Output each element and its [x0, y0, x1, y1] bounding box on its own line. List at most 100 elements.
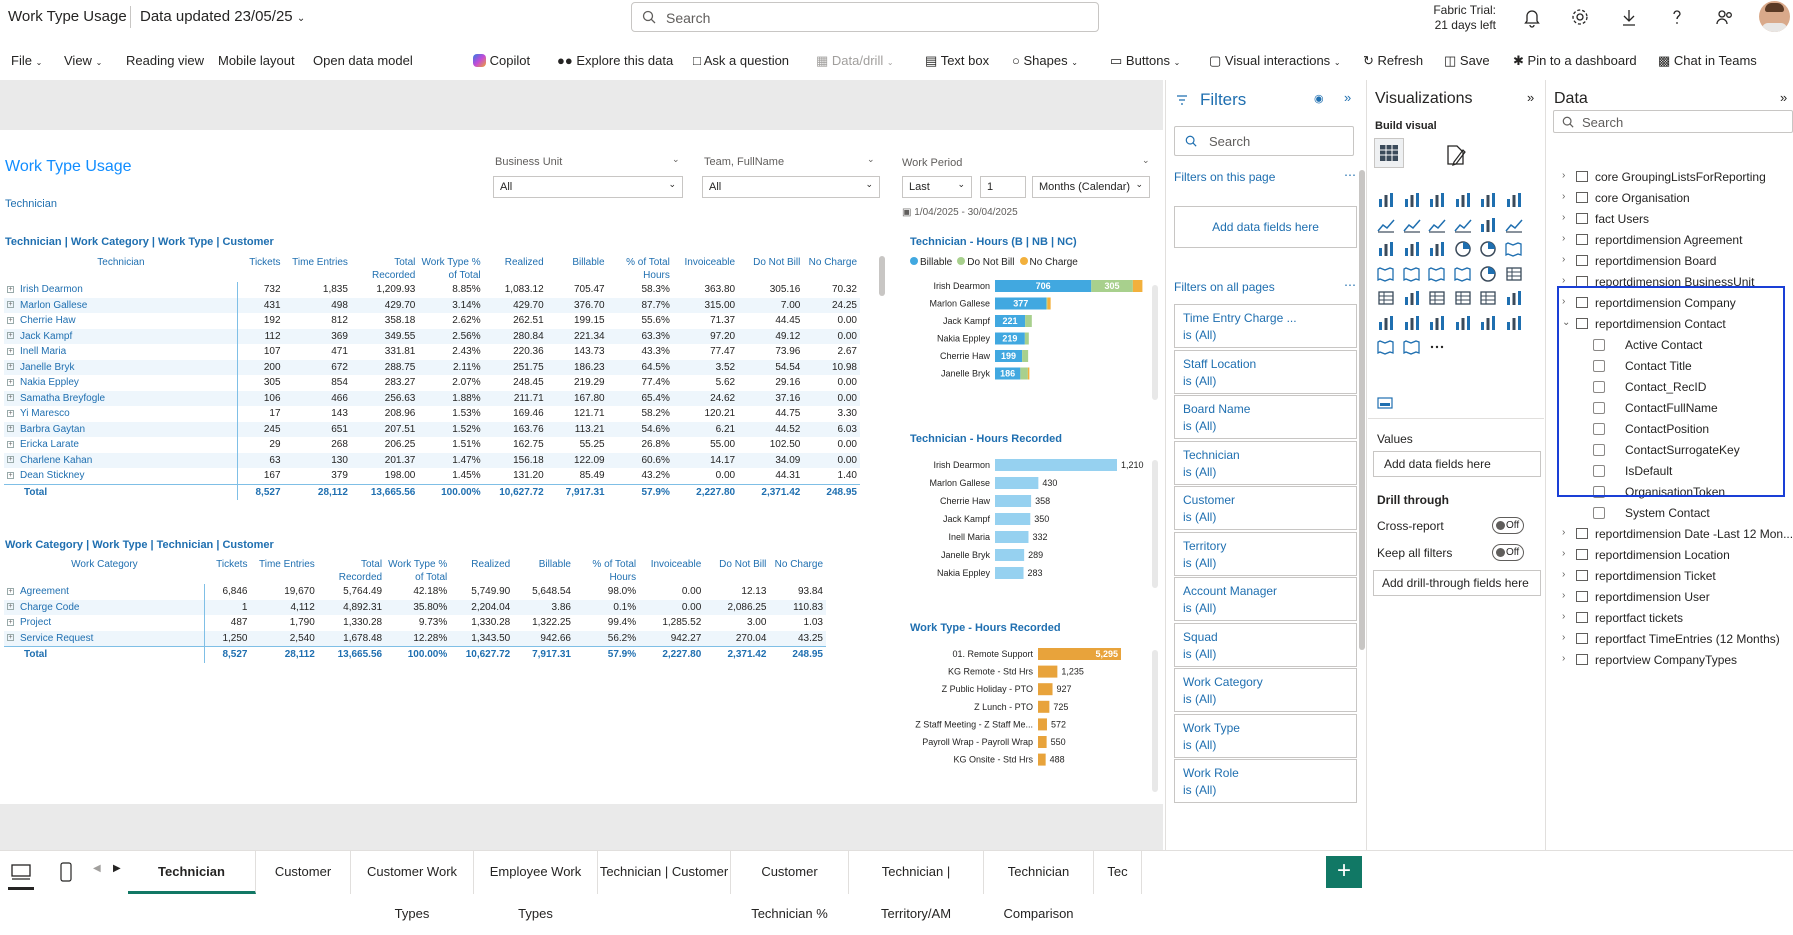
row-label[interactable]: + Irish Dearmon: [4, 282, 239, 298]
bar[interactable]: [1038, 665, 1058, 678]
field-checkbox[interactable]: [1593, 360, 1605, 372]
expand-icon[interactable]: +: [7, 347, 14, 355]
technician-matrix[interactable]: Technician Tickets Time Entries Total Recor…: [4, 256, 860, 500]
tab-technician-comparison[interactable]: Technician Comparison: [984, 851, 1094, 921]
avatar[interactable]: [1759, 1, 1790, 32]
chevron-down-icon[interactable]: ⌄: [1562, 317, 1571, 328]
bar-segment[interactable]: [1132, 280, 1143, 292]
bar-segment[interactable]: [995, 367, 1021, 380]
menu-ask-question[interactable]: □ Ask a question: [693, 53, 789, 68]
bar[interactable]: [995, 495, 1032, 507]
bell-icon[interactable]: [1521, 6, 1543, 28]
team-slicer[interactable]: All ⌄: [702, 176, 880, 198]
row-label[interactable]: + Samatha Breyfogle: [4, 390, 239, 406]
matrix-column-header[interactable]: Realized: [471, 559, 511, 570]
table-row[interactable]: + Yi Maresco 17 143 208.96 1.53% 169.46 121.71 5…: [4, 406, 860, 422]
menu-view[interactable]: View ⌄: [64, 53, 102, 68]
filled-map-icon[interactable]: [1402, 264, 1422, 284]
filter-card[interactable]: Work Type is (All): [1174, 713, 1357, 758]
bar[interactable]: [1038, 718, 1047, 731]
key-influencers-icon[interactable]: [1478, 313, 1498, 333]
eye-icon[interactable]: ◉: [1314, 93, 1324, 105]
table-row[interactable]: + Nakia Eppley 305 854 283.27 2.07% 248.45 219.…: [4, 375, 860, 391]
table-row[interactable]: + Service Request 1,250 2,540 1,678.48 12.28%…: [4, 630, 826, 647]
matrix-column-header[interactable]: % of Total Hours: [592, 559, 637, 583]
chart2-scrollbar[interactable]: [1152, 460, 1158, 588]
power-apps-icon[interactable]: [1376, 337, 1396, 357]
menu-chat-teams[interactable]: ▩ Chat in Teams: [1658, 53, 1757, 69]
menu-explore[interactable]: ●● Explore this data: [557, 53, 673, 68]
chart1-scrollbar[interactable]: [1152, 285, 1158, 400]
row-label[interactable]: + Project: [4, 615, 206, 631]
data-updated-dropdown[interactable]: Data updated 23/05/25 ⌄: [140, 8, 305, 25]
matrix-icon[interactable]: [1478, 288, 1498, 308]
matrix-column-header[interactable]: % of Total Hours: [626, 257, 670, 281]
table-row[interactable]: + Charge Code 1 4,112 4,892.31 35.80% 2,204.04…: [4, 599, 826, 615]
download-icon[interactable]: [1618, 6, 1640, 28]
multi-row-card-icon[interactable]: [1376, 288, 1396, 308]
menu-save[interactable]: ◫ Save: [1444, 53, 1490, 69]
share-people-icon[interactable]: [1714, 6, 1736, 28]
azure-map-icon[interactable]: [1453, 264, 1473, 284]
menu-visual-interactions[interactable]: ▢ Visual interactions ⌄: [1209, 53, 1341, 69]
filters-search[interactable]: Search: [1174, 126, 1354, 156]
expand-icon[interactable]: +: [7, 409, 14, 417]
menu-reading-view[interactable]: Reading view: [126, 53, 205, 68]
bar-segment[interactable]: [1025, 315, 1032, 327]
bar[interactable]: [995, 477, 1039, 489]
table-row[interactable]: + Project 487 1,790 1,330.28 9.73% 1,330.28 1,3…: [4, 615, 826, 631]
legend-item[interactable]: Billable: [910, 257, 952, 268]
field-checkbox[interactable]: [1593, 339, 1605, 351]
bar-segment[interactable]: [1027, 367, 1030, 380]
menu-pin-dashboard[interactable]: ✱ Pin to a dashboard: [1513, 53, 1637, 69]
tab-tec[interactable]: Tec: [1094, 851, 1142, 894]
shape-map-icon[interactable]: [1427, 264, 1447, 284]
menu-mobile-layout[interactable]: Mobile layout: [218, 53, 295, 68]
chart3-scrollbar[interactable]: [1152, 650, 1158, 792]
table-row[interactable]: + Agreement 6,846 19,670 5,764.49 42.18% 5,749…: [4, 584, 826, 600]
bar[interactable]: [995, 531, 1029, 543]
tab-technician[interactable]: Technician: [128, 851, 256, 894]
expand-icon[interactable]: +: [7, 301, 14, 309]
chevron-down-icon[interactable]: ⌄: [867, 154, 875, 164]
bu-slicer[interactable]: All ⌄: [493, 176, 683, 198]
matrix-column-header[interactable]: Do Not Bill: [719, 559, 767, 570]
tab-technician-territory-am[interactable]: Technician | Territory/AM: [849, 851, 984, 921]
ribbon-chart-icon[interactable]: [1453, 215, 1473, 235]
filter-card[interactable]: Time Entry Charge ... is (All): [1174, 304, 1357, 348]
python-visual-icon[interactable]: [1504, 313, 1524, 333]
chevron-right-icon[interactable]: ›: [1562, 632, 1566, 643]
add-page-button[interactable]: +: [1326, 856, 1362, 888]
table-row[interactable]: + Charlene Kahan 63 130 201.37 1.47% 156.18 122…: [4, 452, 860, 468]
row-label[interactable]: + Ericka Larate: [4, 437, 239, 453]
report-subtitle[interactable]: Technician: [5, 198, 57, 210]
period-mode-select[interactable]: Last ⌄: [902, 176, 972, 198]
chevron-right-icon[interactable]: ›: [1562, 275, 1566, 286]
cross-report-toggle[interactable]: Off: [1492, 517, 1524, 534]
menu-open-data-model[interactable]: Open data model: [313, 53, 413, 68]
row-label[interactable]: + Yi Maresco: [4, 406, 239, 422]
chevron-right-icon[interactable]: ›: [1562, 527, 1566, 538]
matrix-column-header[interactable]: Time Entries: [292, 257, 348, 268]
period-n-input[interactable]: 1: [980, 176, 1026, 198]
row-label[interactable]: + Jack Kampf: [4, 328, 239, 344]
menu-data-drill[interactable]: ▦ Data/drill ⌄: [816, 53, 894, 69]
chevron-right-icon[interactable]: ›: [1562, 212, 1566, 223]
field-checkbox[interactable]: [1593, 465, 1605, 477]
table-row[interactable]: + Marlon Gallese 431 498 429.70 3.14% 429.70 37…: [4, 297, 860, 313]
bar-segment[interactable]: [995, 315, 1026, 327]
bar-segment[interactable]: [995, 332, 1025, 345]
row-label[interactable]: + Dean Stickney: [4, 468, 239, 484]
slicer-icon[interactable]: [1427, 288, 1447, 308]
matrix-column-header[interactable]: No Charge: [808, 257, 857, 268]
filter-card[interactable]: Customer is (All): [1174, 486, 1357, 530]
filters-scrollbar[interactable]: [1359, 170, 1365, 650]
expand-icon[interactable]: +: [7, 603, 14, 611]
stacked-column-icon[interactable]: [1402, 190, 1422, 210]
bar-segment[interactable]: [995, 297, 1047, 310]
expand-icon[interactable]: +: [7, 618, 14, 626]
desktop-layout-icon[interactable]: [11, 863, 31, 881]
stacked-bar-icon[interactable]: [1376, 190, 1396, 210]
matrix-column-header[interactable]: Tickets: [216, 559, 248, 570]
more-icon[interactable]: ⋯: [1344, 278, 1356, 292]
